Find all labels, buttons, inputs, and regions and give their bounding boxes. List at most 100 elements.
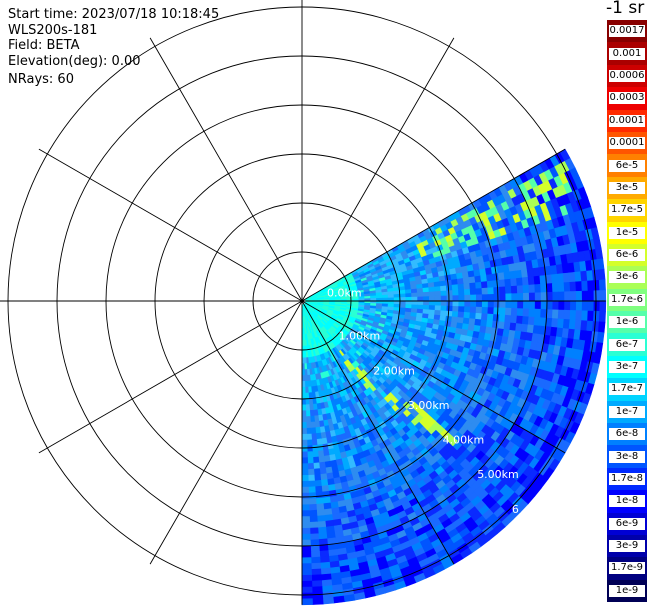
data-cell: [563, 281, 571, 293]
data-cell: [405, 292, 413, 298]
colorbar-tick-label: 3e-9: [609, 540, 645, 552]
colorbar-tick-label: 3e-5: [609, 181, 645, 194]
data-cell: [417, 292, 424, 298]
data-cell: [570, 300, 577, 311]
data-cell: [452, 300, 460, 307]
data-cell: [301, 410, 307, 417]
data-cell: [301, 445, 308, 453]
data-cell: [581, 280, 589, 292]
data-cell: [446, 295, 454, 302]
instrument-label: WLS200s-181: [8, 23, 98, 38]
data-cell: [469, 288, 477, 296]
colorbar-tick-label: 0.0017: [609, 25, 645, 38]
data-cell: [522, 292, 530, 302]
data-cell: [498, 314, 506, 323]
data-cell: [557, 282, 565, 293]
data-cell: [428, 286, 436, 293]
data-cell: [575, 300, 583, 312]
data-cell: [310, 550, 321, 558]
data-cell: [458, 306, 465, 313]
data-cell: [311, 580, 323, 588]
data-cell: [410, 288, 418, 294]
data-cell: [446, 290, 454, 297]
data-cell: [301, 533, 311, 541]
data-cell: [598, 311, 606, 323]
data-cell: [587, 310, 595, 322]
data-cell: [301, 392, 306, 400]
data-cell: [492, 314, 500, 323]
data-cell: [575, 281, 583, 292]
data-cell: [569, 310, 577, 321]
data-cell: [528, 284, 536, 294]
data-cell: [516, 285, 524, 294]
data-cell: [322, 596, 335, 605]
data-cell: [301, 539, 311, 547]
colorbar-tick-label: 3e-8: [609, 450, 645, 463]
data-cell: [310, 562, 322, 570]
data-cell: [301, 510, 310, 517]
data-cell: [311, 444, 319, 452]
data-cell: [301, 439, 308, 447]
data-cell: [486, 280, 494, 289]
data-cell: [505, 293, 513, 302]
data-cell: [522, 300, 530, 310]
data-cell: [308, 498, 317, 506]
data-cell: [551, 273, 559, 284]
data-cell: [306, 427, 312, 435]
data-cell: [497, 321, 506, 330]
data-cell: [486, 273, 494, 282]
data-cell: [598, 279, 606, 291]
colorbar-tick-label: 1e-6: [609, 316, 645, 329]
data-cell: [314, 479, 322, 488]
data-cell: [301, 404, 307, 412]
data-cell: [516, 308, 524, 317]
data-cell: [301, 427, 308, 435]
data-cell: [304, 386, 309, 394]
data-cell: [464, 294, 471, 302]
data-cell: [469, 306, 477, 314]
data-cell: [301, 492, 310, 500]
colorbar-tick-label: 1e-5: [609, 226, 645, 239]
data-cell: [528, 292, 536, 302]
data-cell: [445, 310, 453, 318]
data-cell: [317, 532, 328, 540]
data-cell: [596, 258, 605, 271]
data-cell: [423, 296, 430, 302]
data-cell: [499, 307, 507, 316]
data-cell: [301, 504, 310, 512]
data-cell: [311, 591, 324, 600]
data-cell: [451, 278, 459, 286]
azimuth-spoke: [38, 300, 303, 454]
data-cell: [510, 307, 518, 317]
data-cell: [528, 300, 536, 310]
data-cell: [301, 592, 313, 600]
data-cell: [499, 300, 507, 309]
data-cell: [558, 291, 565, 302]
data-cell: [493, 293, 501, 302]
data-cell: [527, 316, 536, 326]
data-cell: [475, 288, 483, 296]
data-cell: [301, 380, 306, 388]
colorbar-tick-label: 6e-5: [609, 159, 645, 172]
data-cell: [475, 294, 483, 302]
data-cell: [317, 450, 325, 458]
data-cell: [428, 305, 436, 311]
data-cell: [593, 300, 601, 312]
data-cell: [597, 268, 606, 281]
data-cell: [504, 286, 512, 295]
data-cell: [452, 295, 460, 302]
data-cell: [318, 461, 326, 469]
range-ring-label: 1.00km: [339, 330, 381, 343]
data-cell: [320, 567, 332, 576]
data-cell: [310, 545, 320, 553]
data-cell: [316, 515, 326, 523]
range-ring-labels: 0.0km 1.00km 2.00km 3.00km 4.00km 5.00km 6: [327, 287, 519, 516]
colorbar-tick-label: 1.7e-9: [609, 562, 645, 575]
colorbar-tick-label: 1.7e-6: [609, 293, 645, 306]
data-cell: [511, 300, 518, 309]
data-cell: [446, 305, 454, 312]
data-cell: [301, 574, 313, 582]
data-cell: [440, 285, 448, 292]
data-cell: [332, 595, 345, 604]
data-cell: [481, 294, 489, 302]
